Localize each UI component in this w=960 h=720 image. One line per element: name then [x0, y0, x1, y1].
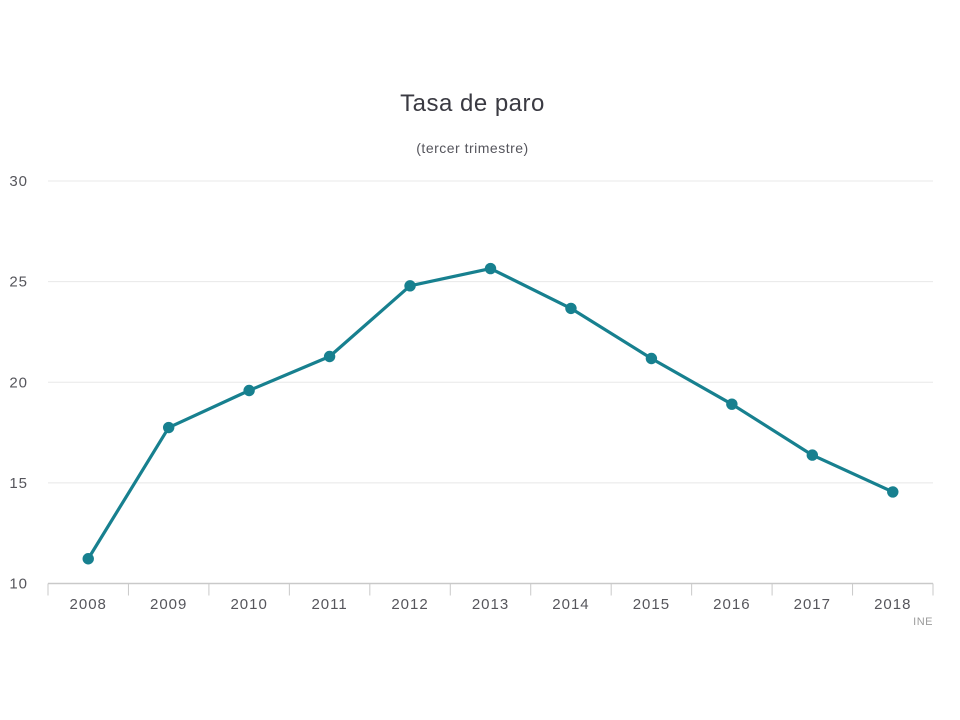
line-series	[86, 266, 895, 561]
data-point	[162, 421, 175, 434]
y-axis-tick-label: 10	[9, 576, 28, 593]
x-axis-tick-label: 2012	[391, 596, 428, 613]
chart-subtitle: (tercer trimestre)	[416, 140, 529, 156]
data-point	[82, 553, 94, 565]
y-axis-tick-label: 15	[9, 475, 28, 492]
data-point	[565, 302, 577, 315]
x-axis-tick-label: 2013	[472, 596, 509, 613]
x-axis-tick-label: 2017	[794, 596, 831, 613]
y-axis-tick-label: 25	[9, 274, 28, 291]
data-point	[806, 449, 819, 461]
data-point	[887, 486, 899, 498]
x-axis-tick-label: 2016	[713, 596, 750, 613]
data-point	[404, 280, 416, 292]
x-axis-tick-label: 2015	[633, 596, 670, 613]
data-point	[243, 384, 255, 397]
y-axis-tick-label: 20	[9, 374, 28, 391]
data-point	[323, 350, 336, 363]
data-point	[726, 398, 738, 410]
y-axis-tick-label: 30	[9, 173, 28, 190]
x-axis-tick-label: 2018	[874, 596, 911, 613]
chart-title: Tasa de paro	[400, 90, 545, 117]
x-axis-tick-label: 2014	[552, 596, 589, 613]
x-axis-tick-label: 2008	[70, 596, 107, 613]
x-axis-tick-label: 2010	[230, 596, 267, 613]
source-attribution: INE	[913, 616, 933, 628]
data-point	[645, 352, 658, 365]
data-point	[484, 262, 497, 275]
x-axis-tick-label: 2011	[311, 596, 347, 613]
x-axis-tick-label: 2009	[150, 596, 187, 613]
